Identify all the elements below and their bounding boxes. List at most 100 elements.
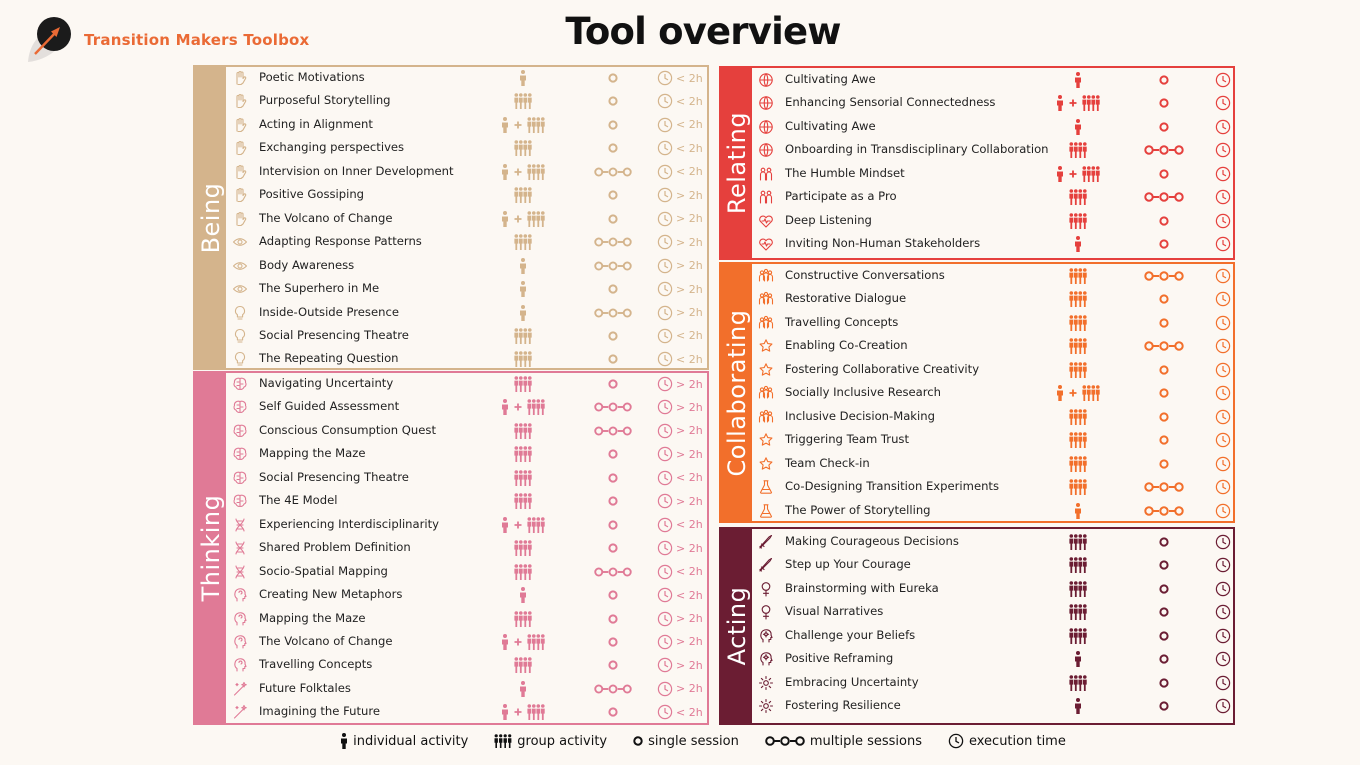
group-icon — [1042, 554, 1114, 576]
tool-row[interactable]: Experiencing Interdisciplinarity < 2h — [226, 514, 707, 536]
group-icon — [498, 467, 548, 489]
tool-row[interactable]: Deep Listening < 2h — [752, 210, 1233, 232]
tool-name: Body Awareness — [259, 257, 355, 272]
tool-row[interactable]: Co-Designing Transition Experiments > 2h — [752, 476, 1233, 498]
tool-row[interactable]: The Humble Mindset > 2h — [752, 163, 1233, 185]
tool-row[interactable]: Travelling Concepts > 2h — [226, 654, 707, 676]
tool-row[interactable]: Inviting Non-Human Stakeholders < 2h — [752, 233, 1233, 255]
duration-text: > 2h — [676, 494, 703, 508]
tool-row[interactable]: Constructive Conversations < 2h — [752, 265, 1233, 287]
ring-icon — [1141, 578, 1186, 600]
tool-name: Team Check-in — [785, 455, 870, 470]
head-icon — [232, 611, 248, 627]
tool-row[interactable]: Embracing Uncertainty < 2h — [752, 672, 1233, 694]
tool-row[interactable]: Navigating Uncertainty > 2h — [226, 373, 707, 395]
tool-row[interactable]: Restorative Dialogue < 2h — [752, 288, 1233, 310]
tool-row[interactable]: Cultivating Awe > 2h — [752, 116, 1233, 138]
people-icon — [758, 166, 774, 182]
tool-row[interactable]: Acting in Alignment < 2h — [226, 114, 707, 136]
duration: > 2h — [657, 631, 703, 653]
tool-row[interactable]: Imagining the Future < 2h — [226, 701, 707, 723]
duration: > 2h — [1215, 163, 1233, 185]
tool-row[interactable]: Fostering Resilience > 2h — [752, 695, 1233, 717]
tool-name: Participate as a Pro — [785, 189, 897, 204]
hand-icon — [232, 187, 248, 203]
tool-row[interactable]: Future Folktales > 2h — [226, 678, 707, 700]
tool-row[interactable]: Self Guided Assessment > 2h — [226, 396, 707, 418]
group-icon — [1042, 139, 1114, 161]
ring-icon — [594, 184, 632, 206]
tool-row[interactable]: Intervision on Inner Development < 2h — [226, 161, 707, 183]
tool-row[interactable]: The Repeating Question < 2h — [226, 348, 707, 368]
ring-icon — [594, 584, 632, 606]
chain-icon — [1141, 186, 1186, 208]
brain-icon — [232, 470, 248, 486]
group-icon — [1042, 578, 1114, 600]
duration-text: > 2h — [1234, 363, 1235, 376]
tool-row[interactable]: Purposeful Storytelling < 2h — [226, 90, 707, 112]
group-icon — [1042, 429, 1114, 451]
tool-row[interactable]: Exchanging perspectives < 2h — [226, 137, 707, 159]
tool-row[interactable]: Onboarding in Transdisciplinary Collabor… — [752, 139, 1233, 161]
tool-row[interactable]: Cultivating Awe > 2h — [752, 69, 1233, 91]
duration-text: > 2h — [1234, 387, 1235, 400]
tool-row[interactable]: Conscious Consumption Quest > 2h — [226, 420, 707, 442]
tool-row[interactable]: Making Courageous Decisions > 2h — [752, 531, 1233, 553]
duration-text: > 2h — [676, 400, 703, 414]
tool-row[interactable]: Mapping the Maze > 2h — [226, 443, 707, 465]
clock-icon — [1215, 698, 1231, 714]
tool-row[interactable]: Fostering Collaborative Creativity > 2h — [752, 359, 1233, 381]
tool-row[interactable]: Inclusive Decision-Making > 2h — [752, 406, 1233, 428]
section-label-collaborating: Collaborating — [721, 264, 752, 521]
tool-row[interactable]: Mapping the Maze > 2h — [226, 608, 707, 630]
tool-row[interactable]: Step up Your Courage < 2h — [752, 554, 1233, 576]
globe-icon — [758, 95, 774, 111]
tool-row[interactable]: Challenge your Beliefs > 2h — [752, 625, 1233, 647]
tool-row[interactable]: Inside-Outside Presence > 2h — [226, 302, 707, 324]
duration-text: < 2h — [676, 565, 703, 579]
tool-row[interactable]: Positive Gossiping > 2h — [226, 184, 707, 206]
tool-row[interactable]: Body Awareness > 2h — [226, 255, 707, 277]
clock-icon — [1215, 675, 1231, 691]
clock-icon — [1215, 119, 1231, 135]
tool-row[interactable]: Visual Narratives > 2h — [752, 601, 1233, 623]
tool-row[interactable]: Team Check-in < 2h — [752, 453, 1233, 475]
section-title: Relating — [722, 111, 751, 215]
tool-row[interactable]: Enhancing Sensorial Connectedness > 2h — [752, 92, 1233, 114]
tool-row[interactable]: Brainstorming with Eureka < 2h — [752, 578, 1233, 600]
tool-row[interactable]: Social Presencing Theatre < 2h — [226, 467, 707, 489]
tool-row[interactable]: Travelling Concepts > 2h — [752, 312, 1233, 334]
tool-row[interactable]: Socio-Spatial Mapping < 2h — [226, 561, 707, 583]
tool-row[interactable]: Triggering Team Trust > 2h — [752, 429, 1233, 451]
tool-row[interactable]: Social Presencing Theatre < 2h — [226, 325, 707, 347]
group-icon — [1042, 359, 1114, 381]
person-plus-group-icon — [1042, 163, 1114, 185]
tool-row[interactable]: Enabling Co-Creation > 2h — [752, 335, 1233, 357]
tool-row[interactable]: Shared Problem Definition > 2h — [226, 537, 707, 559]
tool-row[interactable]: Poetic Motivations < 2h — [226, 67, 707, 89]
clock-icon — [657, 376, 673, 392]
duration-text: < 2h — [676, 705, 703, 719]
tool-name: Imagining the Future — [259, 704, 380, 719]
tool-row[interactable]: Adapting Response Patterns > 2h — [226, 231, 707, 253]
duration: < 2h — [1215, 672, 1233, 694]
duration-text: < 2h — [676, 352, 703, 366]
tool-row[interactable]: The Power of Storytelling > 2h — [752, 500, 1233, 522]
heart-icon — [758, 236, 774, 252]
tool-row[interactable]: The Superhero in Me > 2h — [226, 278, 707, 300]
tool-row[interactable]: Socially Inclusive Research > 2h — [752, 382, 1233, 404]
tool-name: Positive Reframing — [785, 651, 894, 666]
chain-icon — [594, 302, 632, 324]
duration-text: > 2h — [1234, 97, 1235, 110]
tool-row[interactable]: Positive Reframing < 2h — [752, 648, 1233, 670]
tool-name: Step up Your Courage — [785, 557, 911, 572]
ring-icon — [594, 490, 632, 512]
tool-row[interactable]: The 4E Model > 2h — [226, 490, 707, 512]
tool-row[interactable]: The Volcano of Change > 2h — [226, 631, 707, 653]
tool-row[interactable]: The Volcano of Change > 2h — [226, 208, 707, 230]
tool-row[interactable]: Participate as a Pro < 2h — [752, 186, 1233, 208]
tool-name: Brainstorming with Eureka — [785, 580, 939, 595]
duration: < 2h — [657, 584, 703, 606]
clock-icon — [657, 704, 673, 720]
tool-row[interactable]: Creating New Metaphors < 2h — [226, 584, 707, 606]
